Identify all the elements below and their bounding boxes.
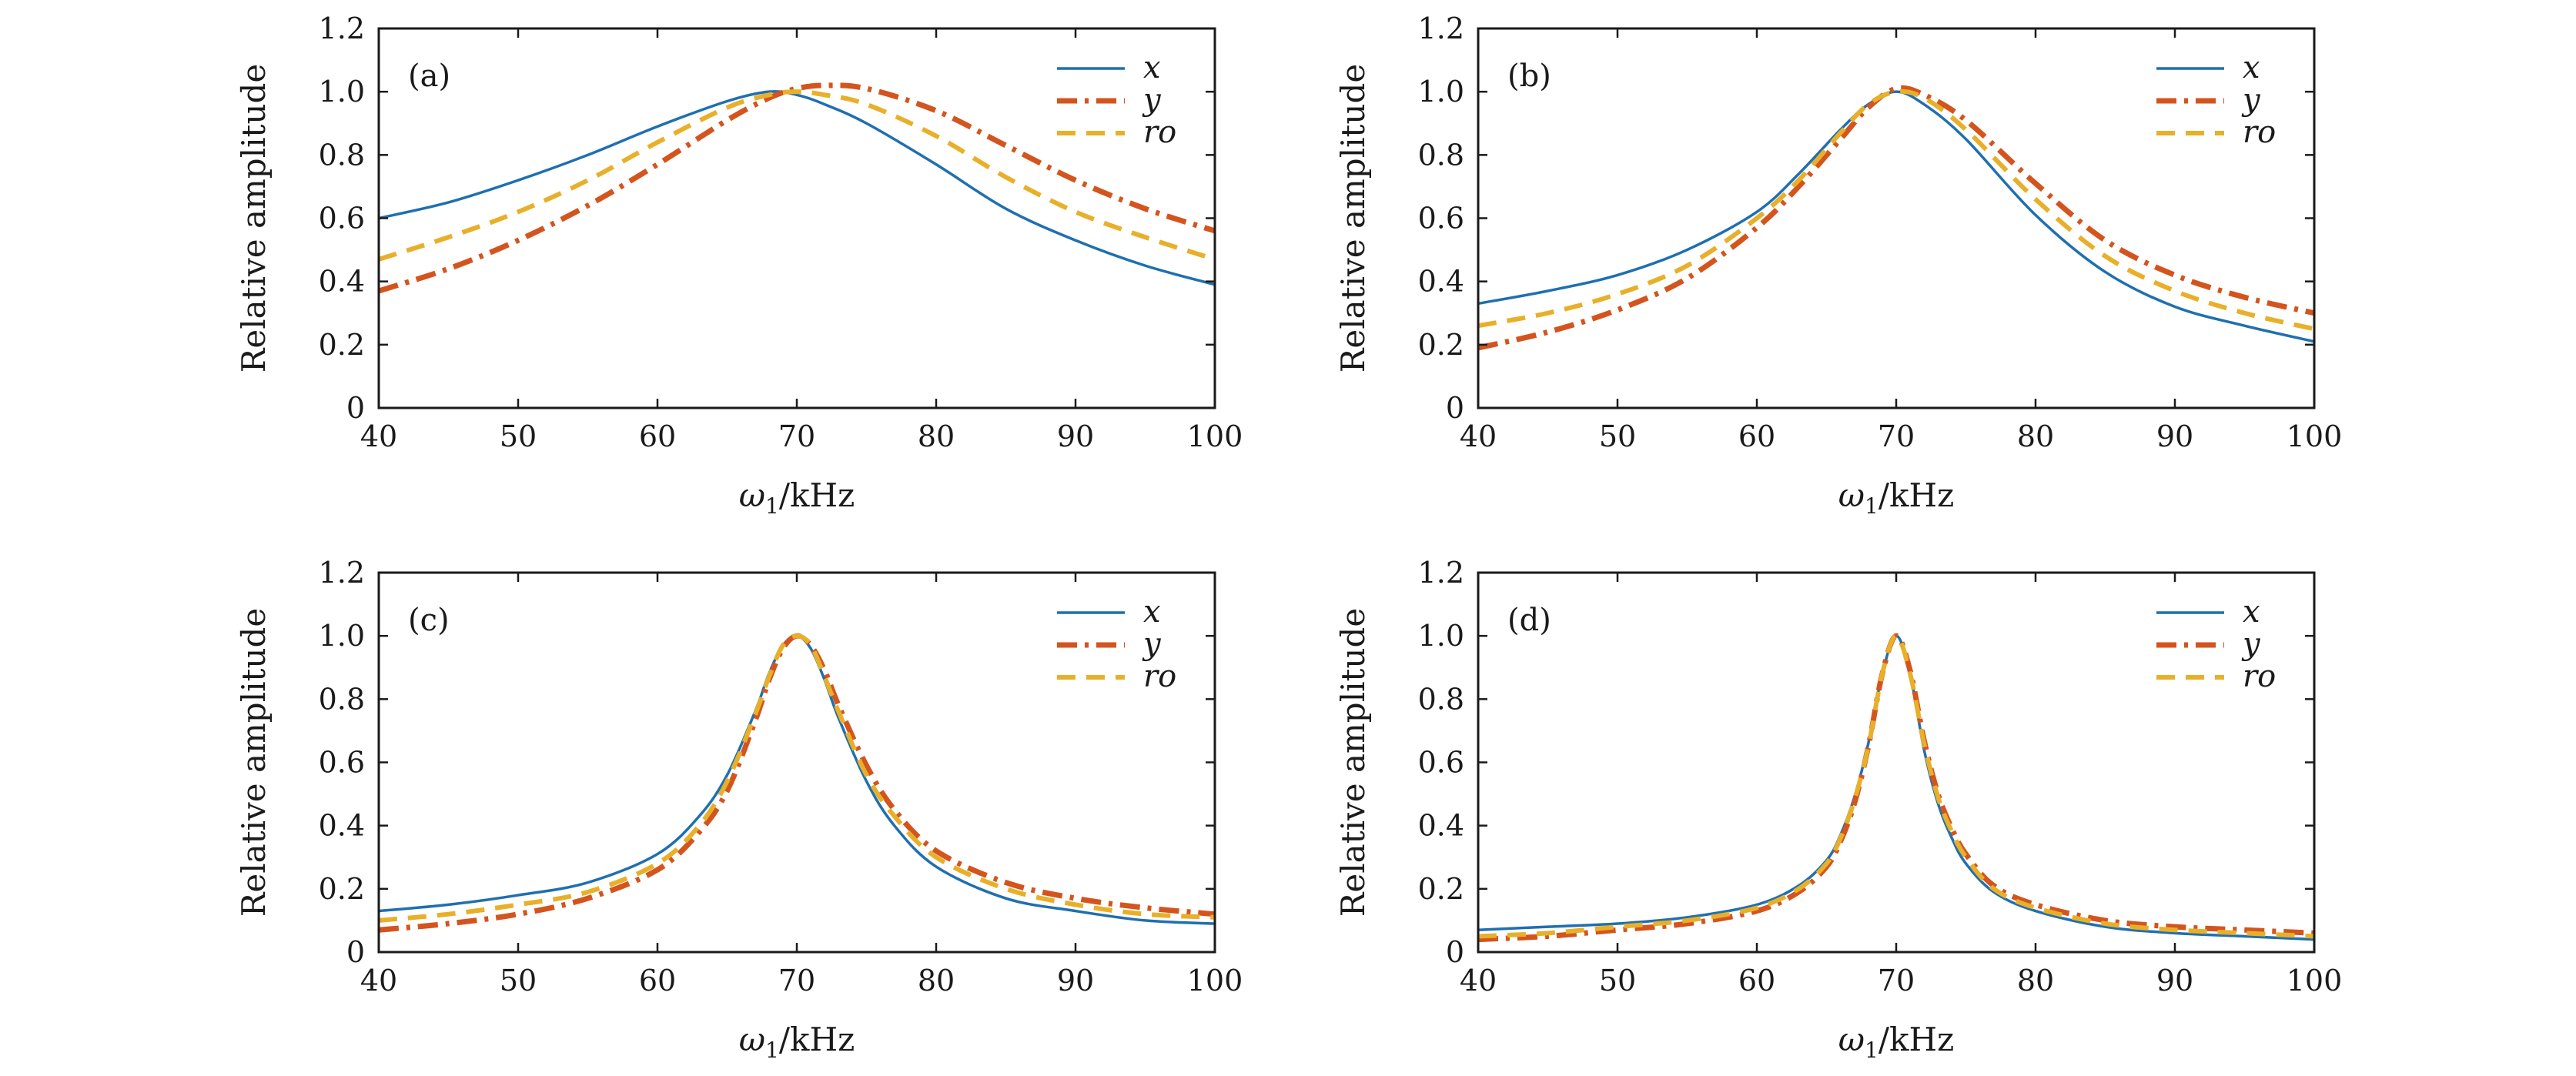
series-line-ro (1478, 89, 2314, 332)
x-tick-label: 80 (918, 964, 955, 997)
legend-label-y: y (1142, 627, 1162, 662)
legend-label-y: y (2241, 82, 2261, 118)
x-tick-label: 40 (1460, 419, 1497, 453)
x-tick-label: 50 (500, 964, 537, 997)
panel-tag: (b) (1507, 58, 1551, 94)
x-axis-label: ω1/kHz (1838, 476, 1954, 519)
x-tick-label: 70 (778, 419, 815, 453)
y-tick-label: 1.0 (319, 75, 365, 109)
plot-frame (1477, 27, 2316, 409)
x-tick-label: 60 (1738, 419, 1775, 453)
x-tick-label: 40 (360, 964, 397, 997)
legend-label-ro: ro (1143, 115, 1176, 150)
y-tick-label: 0.6 (319, 202, 365, 236)
legend-label-x: x (1143, 50, 1161, 85)
x-tick-label: 50 (1599, 964, 1636, 997)
y-tick-label: 0.4 (319, 265, 365, 299)
legend-label-y: y (1142, 82, 1162, 118)
y-axis-label: Relative amplitude (235, 64, 273, 373)
y-tick-label: 1.2 (1418, 12, 1464, 45)
y-tick-label: 0.4 (1418, 265, 1464, 299)
chart-panel-c: 40 50 60 70 80 90 100 0 0.2 0.4 0.6 0.8 1.0 1.2 ω1/kHz… (235, 556, 1243, 1063)
x-tick-label: 50 (500, 419, 537, 453)
y-axis-label: Relative amplitude (1334, 64, 1372, 373)
y-tick-label: 0.6 (1418, 202, 1464, 236)
x-tick-label: 80 (918, 419, 955, 453)
series-line-ro (379, 89, 1215, 262)
legend-label-x: x (1143, 594, 1161, 630)
series-line-x (379, 90, 1215, 286)
x-tick-label: 100 (1187, 964, 1243, 997)
y-tick-label: 1.0 (319, 619, 365, 653)
legend-label-x: x (2243, 594, 2260, 630)
y-axis-label: Relative amplitude (235, 608, 273, 917)
series-line-y (1478, 85, 2314, 351)
legend-label-x: x (2243, 50, 2260, 85)
y-tick-label: 0.2 (319, 872, 365, 906)
legend-label-ro: ro (2243, 659, 2276, 694)
x-axis-label: ω1/kHz (739, 476, 855, 519)
x-tick-label: 90 (2156, 419, 2193, 453)
x-tick-label: 90 (1057, 964, 1094, 997)
x-tick-label: 90 (2156, 964, 2193, 997)
x-tick-label: 100 (2287, 964, 2343, 997)
x-tick-label: 50 (1599, 419, 1636, 453)
y-tick-label: 0.6 (319, 746, 365, 780)
plot-frame (1477, 571, 2316, 954)
chart-panel-d: 40 50 60 70 80 90 100 0 0.2 0.4 0.6 0.8 1.0 1.2 ω1/kHz… (1334, 556, 2342, 1063)
y-tick-label: 1.2 (319, 12, 365, 45)
y-tick-label: 0.4 (319, 809, 365, 843)
panel-tag: (a) (408, 58, 450, 94)
series-line-ro (379, 633, 1215, 923)
y-tick-label: 0 (346, 391, 365, 425)
y-tick-label: 0.8 (319, 138, 365, 172)
series-line-y (1478, 633, 2314, 943)
x-tick-label: 90 (1057, 419, 1094, 453)
x-tick-label: 60 (639, 964, 676, 997)
y-tick-label: 0 (1446, 391, 1464, 425)
x-tick-label: 70 (1878, 964, 1915, 997)
y-tick-label: 0.2 (1418, 328, 1464, 362)
legend-label-ro: ro (1143, 659, 1176, 694)
series-line-x (1478, 634, 2314, 941)
y-tick-label: 1.0 (1418, 75, 1464, 109)
y-tick-label: 1.2 (1418, 556, 1464, 590)
y-tick-label: 1.2 (319, 556, 365, 590)
y-tick-label: 0.8 (1418, 138, 1464, 172)
y-tick-label: 0.8 (319, 682, 365, 716)
panel-tag: (c) (408, 603, 450, 638)
series-line-x (1478, 90, 2314, 343)
y-tick-label: 0.6 (1418, 746, 1464, 780)
x-tick-label: 70 (1878, 419, 1915, 453)
panel-tag: (d) (1507, 603, 1551, 638)
x-tick-label: 40 (1460, 964, 1497, 997)
y-axis-label: Relative amplitude (1334, 608, 1372, 917)
x-axis-label: ω1/kHz (739, 1021, 855, 1063)
x-tick-label: 100 (2287, 419, 2343, 453)
series-line-y (379, 82, 1215, 294)
legend-label-y: y (2241, 627, 2261, 662)
chart-panel-a: 40 50 60 70 80 90 100 0 0.2 0.4 0.6 0.8 1.0 1.2 ω1/kHz… (235, 12, 1243, 519)
x-tick-label: 70 (778, 964, 815, 997)
series-line-ro (1478, 633, 2314, 939)
y-tick-label: 0.2 (1418, 872, 1464, 906)
y-tick-label: 0 (1446, 935, 1464, 969)
plot-frame (377, 571, 1216, 954)
x-tick-label: 80 (2017, 964, 2054, 997)
y-tick-label: 0.4 (1418, 809, 1464, 843)
y-tick-label: 1.0 (1418, 619, 1464, 653)
y-tick-label: 0 (346, 935, 365, 969)
legend-label-ro: ro (2243, 115, 2276, 150)
x-axis-label: ω1/kHz (1838, 1021, 1954, 1063)
series-line-y (379, 633, 1215, 933)
x-tick-label: 60 (1738, 964, 1775, 997)
y-tick-label: 0.2 (319, 328, 365, 362)
y-tick-label: 0.8 (1418, 682, 1464, 716)
x-tick-label: 40 (360, 419, 397, 453)
x-tick-label: 60 (639, 419, 676, 453)
x-tick-label: 100 (1187, 419, 1243, 453)
x-tick-label: 80 (2017, 419, 2054, 453)
chart-panel-b: 40 50 60 70 80 90 100 0 0.2 0.4 0.6 0.8 1.0 1.2 ω1/kHz… (1334, 12, 2342, 519)
